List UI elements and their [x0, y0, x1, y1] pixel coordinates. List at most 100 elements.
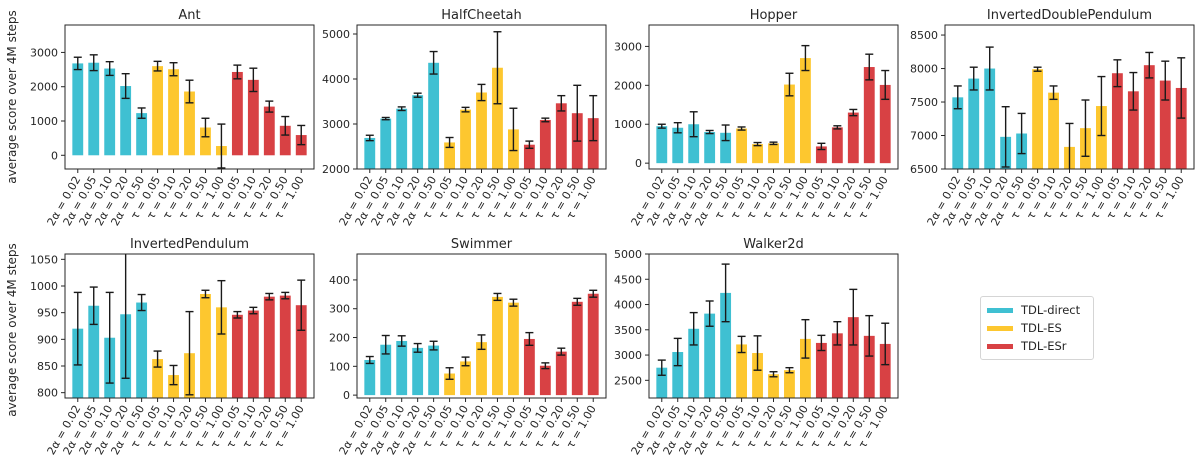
- y-tick-label: 1000: [30, 115, 58, 128]
- bar: [656, 126, 668, 164]
- legend-item-tdl-esr: TDL-ESr: [987, 339, 1067, 353]
- bar: [492, 67, 503, 169]
- y-tick-label: 2000: [614, 79, 642, 92]
- bar: [672, 127, 684, 164]
- bar: [364, 137, 376, 169]
- y-tick-label: 3000: [614, 349, 642, 362]
- bar: [279, 295, 291, 398]
- bar: [200, 127, 211, 156]
- legend-label: TDL-ESr: [1021, 339, 1067, 353]
- bar: [380, 344, 392, 396]
- legend-label: TDL-direct: [1021, 303, 1081, 317]
- y-tick-label: 0: [635, 157, 642, 170]
- y-tick-label: 1050: [30, 253, 58, 266]
- y-tick-label: 200: [329, 332, 350, 345]
- bar: [263, 296, 275, 398]
- bar: [231, 314, 243, 398]
- y-tick-label: 400: [329, 274, 350, 287]
- chart-title: InvertedDoublePendulum: [987, 8, 1152, 23]
- bar: [1095, 106, 1107, 169]
- bar: [799, 58, 811, 164]
- bar: [460, 109, 471, 169]
- bar: [555, 103, 567, 169]
- bar: [587, 118, 599, 169]
- bar: [539, 119, 551, 169]
- bar: [279, 125, 291, 156]
- bar: [587, 293, 599, 396]
- bar: [952, 97, 964, 169]
- bar: [784, 84, 795, 164]
- bar: [104, 68, 116, 156]
- chart-title: Ant: [178, 8, 200, 23]
- bar: [704, 132, 716, 164]
- legend-item-tdl-direct: TDL-direct: [987, 303, 1080, 317]
- bar: [720, 132, 732, 164]
- legend-swatch-tdl-direct: [987, 307, 1013, 313]
- legend: TDL-direct TDL-ES TDL-ESr: [980, 296, 1094, 360]
- bar: [428, 62, 440, 169]
- bar: [247, 79, 259, 156]
- bar: [476, 342, 487, 396]
- y-tick-label: 0: [343, 389, 350, 402]
- bar: [460, 361, 471, 396]
- y-tick-label: 7000: [910, 130, 938, 143]
- y-tick-label: 950: [37, 307, 58, 320]
- bar: [168, 375, 179, 398]
- bar: [704, 313, 716, 398]
- bar: [688, 124, 700, 164]
- y-tick-label: 2000: [30, 81, 58, 94]
- y-tick-label: 2000: [322, 163, 350, 176]
- bar: [968, 78, 980, 169]
- bar: [879, 343, 891, 398]
- bar: [523, 144, 535, 169]
- bar: [412, 347, 424, 396]
- bar: [444, 142, 456, 169]
- bar: [507, 302, 519, 396]
- bar: [1111, 73, 1123, 169]
- bar: [88, 62, 100, 156]
- bar: [136, 113, 148, 156]
- bar: [476, 92, 487, 169]
- y-tick-label: 850: [37, 360, 58, 373]
- bar: [555, 351, 567, 396]
- bar: [720, 292, 732, 398]
- bar: [152, 66, 164, 156]
- y-tick-label: 5000: [614, 248, 642, 261]
- bar: [428, 345, 440, 396]
- y-tick-label: 800: [37, 387, 58, 400]
- y-tick-label: 3000: [614, 40, 642, 53]
- bar: [523, 338, 535, 396]
- legend-swatch-tdl-esr: [987, 343, 1013, 349]
- bar: [1048, 92, 1059, 169]
- y-tick-label: 7500: [910, 96, 938, 109]
- bar: [768, 374, 779, 398]
- y-tick-label: 1000: [614, 118, 642, 131]
- bar: [984, 68, 996, 169]
- chart-panel: InvertedDoublePendulum 6500 7000 7500 8000 85…: [910, 8, 1195, 228]
- bar: [571, 301, 583, 396]
- y-tick-label: 100: [329, 360, 350, 373]
- chart-title: Swimmer: [451, 237, 513, 252]
- bar: [120, 86, 132, 156]
- y-tick-label: 1000: [30, 280, 58, 293]
- bar: [831, 333, 843, 398]
- bar: [380, 118, 392, 169]
- bar: [88, 305, 100, 398]
- y-axis-label: average score over 4M steps: [5, 243, 19, 417]
- y-tick-label: 4000: [614, 299, 642, 312]
- bar: [1032, 69, 1044, 169]
- bar: [672, 352, 684, 398]
- bar: [1175, 87, 1187, 169]
- bar: [1159, 80, 1171, 169]
- bar: [263, 106, 275, 156]
- chart-title: HalfCheetah: [441, 8, 522, 23]
- y-tick-label: 300: [329, 303, 350, 316]
- bar: [136, 302, 148, 398]
- bar: [72, 63, 84, 156]
- bar: [295, 305, 307, 398]
